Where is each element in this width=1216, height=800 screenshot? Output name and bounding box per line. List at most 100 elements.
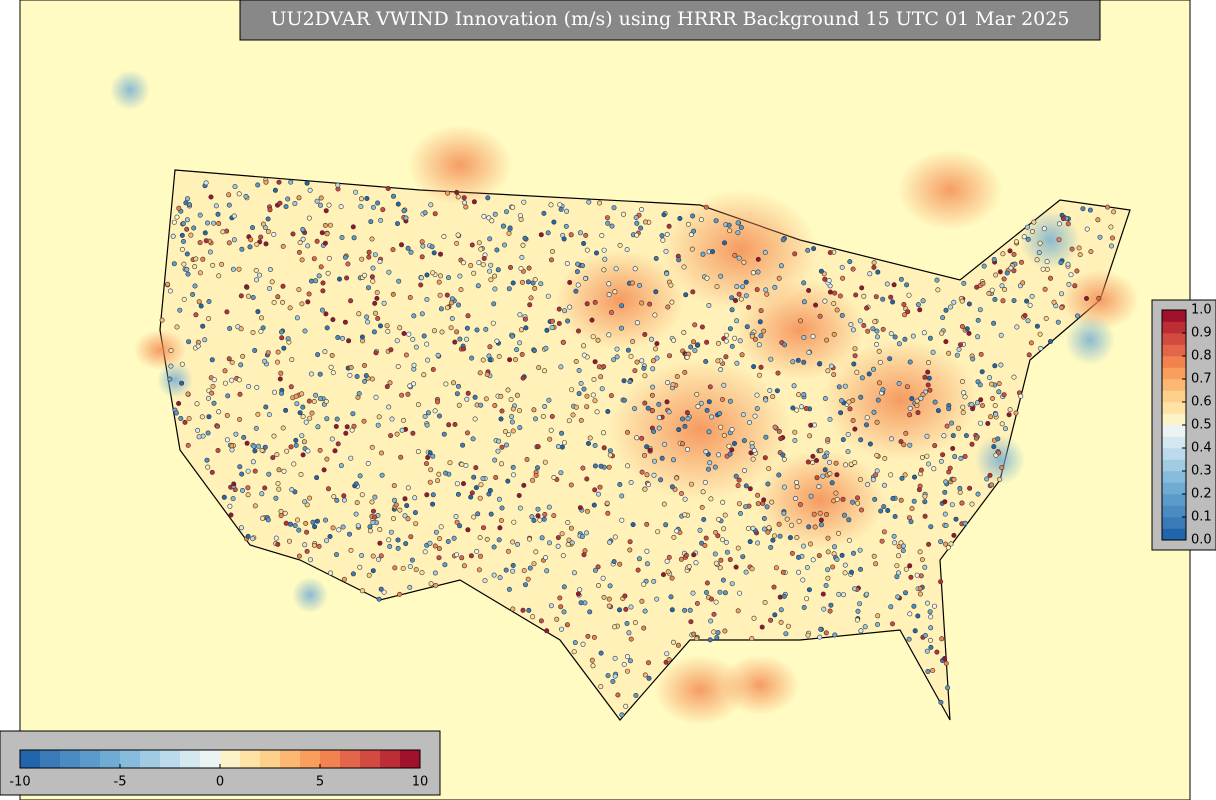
observation-dot — [887, 356, 893, 362]
observation-dot — [252, 347, 258, 353]
observation-dot — [642, 672, 648, 678]
observation-dot — [595, 564, 601, 570]
observation-dot — [1087, 207, 1093, 213]
observation-dot — [514, 541, 520, 547]
observation-dot — [512, 357, 518, 363]
observation-dot — [813, 457, 819, 463]
observation-dot — [717, 565, 723, 571]
observation-dot — [612, 673, 618, 679]
observation-dot — [418, 275, 424, 281]
observation-dot — [688, 619, 694, 625]
observation-dot — [532, 285, 538, 291]
observation-dot — [662, 441, 668, 447]
observation-dot — [644, 561, 650, 567]
observation-dot — [770, 394, 776, 400]
observation-dot — [229, 443, 235, 449]
observation-dot — [1025, 318, 1031, 324]
observation-dot — [332, 448, 338, 454]
colorbar-segment — [1162, 505, 1186, 518]
observation-dot — [322, 517, 328, 523]
observation-dot — [911, 603, 917, 609]
observation-dot — [575, 328, 581, 334]
observation-dot — [472, 416, 478, 422]
observation-dot — [388, 433, 394, 439]
observation-dot — [167, 376, 173, 382]
observation-dot — [548, 257, 554, 263]
observation-dot — [324, 416, 330, 422]
observation-dot — [280, 243, 286, 249]
observation-dot — [705, 466, 711, 472]
observation-dot — [735, 220, 741, 226]
observation-dot — [605, 673, 611, 679]
observation-dot — [484, 536, 490, 542]
observation-dot — [353, 511, 359, 517]
observation-dot — [771, 584, 777, 590]
observation-dot — [825, 567, 831, 573]
observation-dot — [698, 217, 704, 223]
colorbar-segment — [240, 750, 261, 768]
observation-dot — [715, 358, 721, 364]
observation-dot — [914, 402, 920, 408]
observation-dot — [943, 339, 949, 345]
observation-dot — [854, 495, 860, 501]
observation-dot — [611, 559, 617, 565]
observation-dot — [428, 581, 434, 587]
observation-dot — [621, 397, 627, 403]
observation-dot — [469, 242, 475, 248]
observation-dot — [605, 408, 611, 414]
observation-dot — [486, 215, 492, 221]
observation-dot — [573, 288, 579, 294]
observation-dot — [549, 249, 555, 255]
observation-dot — [671, 337, 677, 343]
observation-dot — [575, 261, 581, 267]
observation-dot — [888, 604, 894, 610]
observation-dot — [959, 378, 965, 384]
observation-dot — [804, 596, 810, 602]
observation-dot — [398, 454, 404, 460]
observation-dot — [326, 255, 332, 261]
observation-dot — [288, 179, 294, 185]
observation-dot — [505, 387, 511, 393]
observation-dot — [422, 413, 428, 419]
observation-dot — [1059, 291, 1065, 297]
observation-dot — [998, 362, 1004, 368]
observation-dot — [979, 403, 985, 409]
observation-dot — [449, 296, 455, 302]
observation-dot — [197, 212, 203, 218]
observation-dot — [694, 600, 700, 606]
observation-dot — [386, 537, 392, 543]
observation-dot — [460, 481, 466, 487]
observation-dot — [1110, 235, 1116, 241]
observation-dot — [530, 477, 536, 483]
observation-dot — [871, 553, 877, 559]
observation-dot — [690, 339, 696, 345]
observation-dot — [319, 230, 325, 236]
observation-dot — [638, 207, 644, 213]
observation-dot — [763, 434, 769, 440]
observation-dot — [318, 264, 324, 270]
observation-dot — [1048, 275, 1054, 281]
observation-dot — [854, 369, 860, 375]
observation-dot — [938, 539, 944, 545]
observation-dot — [903, 430, 909, 436]
tick-label: 0.6 — [1191, 395, 1212, 410]
observation-dot — [736, 501, 742, 507]
observation-dot — [729, 427, 735, 433]
observation-dot — [273, 535, 279, 541]
observation-dot — [748, 450, 754, 456]
observation-dot — [842, 570, 848, 576]
observation-dot — [541, 516, 547, 522]
observation-dot — [343, 430, 349, 436]
observation-dot — [487, 344, 493, 350]
colorbar-segment — [160, 750, 181, 768]
observation-dot — [690, 213, 696, 219]
observation-dot — [278, 508, 284, 514]
observation-dot — [339, 335, 345, 341]
observation-dot — [825, 575, 831, 581]
observation-dot — [407, 584, 413, 590]
observation-dot — [519, 254, 525, 260]
observation-dot — [637, 282, 643, 288]
observation-dot — [682, 607, 688, 613]
observation-dot — [591, 502, 597, 508]
observation-dot — [572, 640, 578, 646]
